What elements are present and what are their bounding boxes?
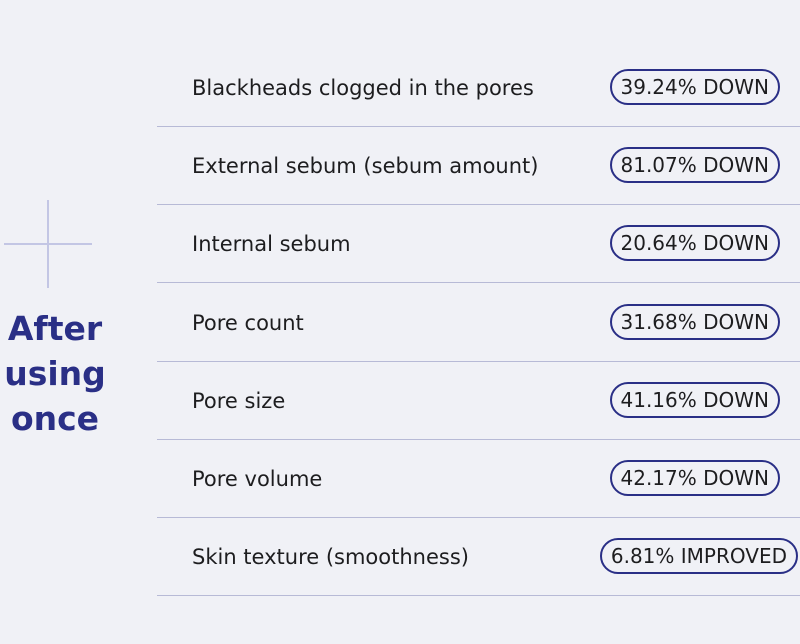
metric-label: Pore size <box>192 389 286 413</box>
metric-label: Blackheads clogged in the pores <box>192 76 534 100</box>
metric-label: Pore count <box>192 311 304 335</box>
row-divider <box>157 360 800 362</box>
metric-change-badge: 39.24% DOWN <box>609 69 780 105</box>
crosshair-horizontal-line <box>4 243 92 245</box>
metric-label: External sebum (sebum amount) <box>192 154 539 178</box>
metric-row-pore-size: Pore size 41.16% DOWN <box>157 362 800 440</box>
metric-change-badge: 20.64% DOWN <box>609 225 780 261</box>
metric-change-badge: 41.16% DOWN <box>609 382 780 418</box>
row-divider <box>157 438 800 440</box>
metric-change-badge: 42.17% DOWN <box>609 460 780 496</box>
metric-change-badge: 31.68% DOWN <box>609 304 780 340</box>
metric-row-pore-volume: Pore volume 42.17% DOWN <box>157 440 800 518</box>
metric-row-skin-texture: Skin texture (smoothness) 6.81% IMPROVED <box>157 518 800 596</box>
side-heading-line-1: After <box>7 309 103 348</box>
row-divider <box>157 281 800 283</box>
side-heading: After using once <box>0 306 110 441</box>
metric-label: Skin texture (smoothness) <box>192 545 469 569</box>
row-divider <box>157 125 800 127</box>
metric-row-blackheads: Blackheads clogged in the pores 39.24% D… <box>157 49 800 127</box>
metric-change-badge: 6.81% IMPROVED <box>599 538 798 574</box>
metric-label: Pore volume <box>192 467 323 491</box>
metric-row-pore-count: Pore count 31.68% DOWN <box>157 284 800 362</box>
row-divider <box>157 203 800 205</box>
metric-change-badge: 81.07% DOWN <box>609 147 780 183</box>
row-divider <box>157 516 800 518</box>
metric-row-internal-sebum: Internal sebum 20.64% DOWN <box>157 205 800 283</box>
metric-row-external-sebum: External sebum (sebum amount) 81.07% DOW… <box>157 127 800 205</box>
side-heading-line-2: using <box>4 354 106 393</box>
side-heading-line-3: once <box>10 399 100 438</box>
metric-label: Internal sebum <box>192 232 351 256</box>
row-divider <box>157 594 800 596</box>
